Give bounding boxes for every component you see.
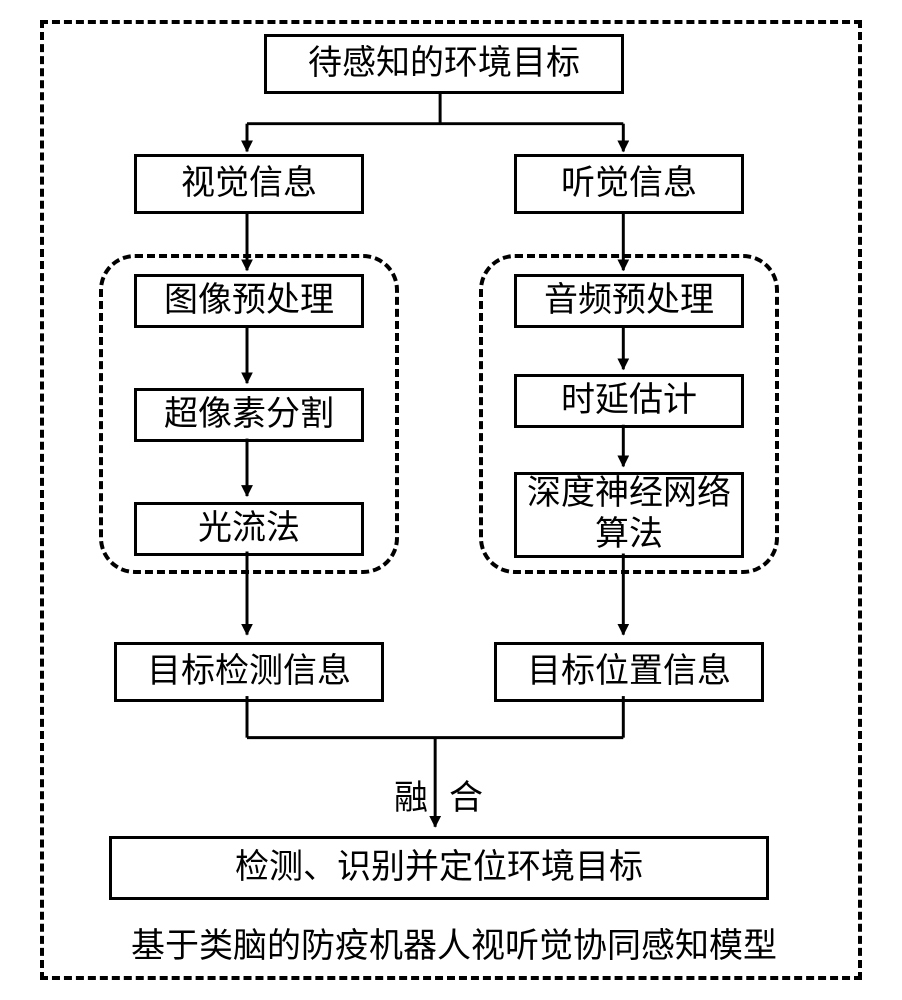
- node-target-position: 目标位置信息: [494, 642, 764, 702]
- node-audio-preprocess: 音频预处理: [514, 274, 744, 328]
- node-optical-flow: 光流法: [134, 502, 364, 556]
- outer-dashed-container: 待感知的环境目标 视觉信息 听觉信息 图像预处理 超像素分割 光流法 音频预处理…: [40, 20, 862, 980]
- fusion-label-left: 融: [392, 770, 430, 819]
- node-visual-info: 视觉信息: [134, 154, 364, 214]
- fusion-label-right: 合: [447, 770, 485, 819]
- node-final: 检测、识别并定位环境目标: [109, 836, 769, 900]
- node-audio-info: 听觉信息: [514, 154, 744, 214]
- node-delay-estimate: 时延估计: [514, 374, 744, 428]
- node-root: 待感知的环境目标: [264, 34, 624, 94]
- node-dnn: 深度神经网络 算法: [514, 472, 744, 558]
- node-superpixel: 超像素分割: [134, 388, 364, 442]
- node-target-detect: 目标检测信息: [114, 642, 384, 702]
- caption: 基于类脑的防疫机器人视听觉协同感知模型: [104, 918, 804, 967]
- node-img-preprocess: 图像预处理: [134, 274, 364, 328]
